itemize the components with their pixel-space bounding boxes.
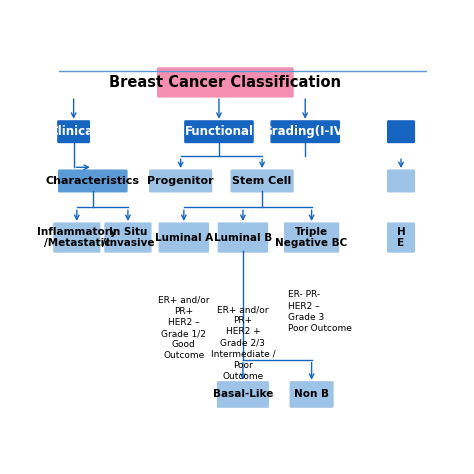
FancyBboxPatch shape	[184, 120, 254, 143]
Text: H
E: H E	[397, 227, 405, 248]
FancyBboxPatch shape	[284, 222, 339, 253]
FancyBboxPatch shape	[149, 170, 212, 192]
Text: ER- PR-
HER2 –
Grade 3
Poor Outcome: ER- PR- HER2 – Grade 3 Poor Outcome	[288, 291, 352, 333]
Text: Grading(I-IV): Grading(I-IV)	[262, 125, 348, 138]
FancyBboxPatch shape	[157, 67, 294, 98]
Text: Luminal B: Luminal B	[214, 233, 272, 243]
FancyBboxPatch shape	[218, 222, 268, 253]
Text: Non B: Non B	[294, 390, 329, 400]
Text: Inflammatory
/Metastatic: Inflammatory /Metastatic	[37, 227, 117, 248]
Text: Stem Cell: Stem Cell	[232, 176, 292, 186]
Text: Luminal A: Luminal A	[155, 233, 213, 243]
Text: ER+ and/or
PR+
HER2 –
Grade 1/2
Good
Outcome: ER+ and/or PR+ HER2 – Grade 1/2 Good Out…	[158, 296, 210, 360]
FancyBboxPatch shape	[57, 120, 90, 143]
FancyBboxPatch shape	[159, 222, 209, 253]
FancyBboxPatch shape	[53, 222, 100, 253]
FancyBboxPatch shape	[270, 120, 340, 143]
FancyBboxPatch shape	[58, 170, 128, 192]
Text: ER+ and/or
PR+
HER2 +
Grade 2/3
Intermediate /
Poor
Outcome: ER+ and/or PR+ HER2 + Grade 2/3 Intermed…	[210, 305, 275, 381]
Text: Breast Cancer Classification: Breast Cancer Classification	[109, 75, 341, 90]
FancyBboxPatch shape	[104, 222, 152, 253]
Text: Basal-Like: Basal-Like	[213, 390, 273, 400]
Text: Triple
Negative BC: Triple Negative BC	[275, 227, 348, 248]
FancyBboxPatch shape	[217, 381, 269, 408]
FancyBboxPatch shape	[387, 170, 415, 192]
Text: Functional: Functional	[184, 125, 254, 138]
FancyBboxPatch shape	[387, 222, 415, 253]
Text: Clinical: Clinical	[50, 125, 98, 138]
Text: Characteristics: Characteristics	[46, 176, 140, 186]
FancyBboxPatch shape	[290, 381, 334, 408]
Text: In Situ
/Invasive: In Situ /Invasive	[102, 227, 154, 248]
FancyBboxPatch shape	[387, 120, 415, 143]
FancyBboxPatch shape	[230, 170, 294, 192]
Text: Progenitor: Progenitor	[147, 176, 214, 186]
